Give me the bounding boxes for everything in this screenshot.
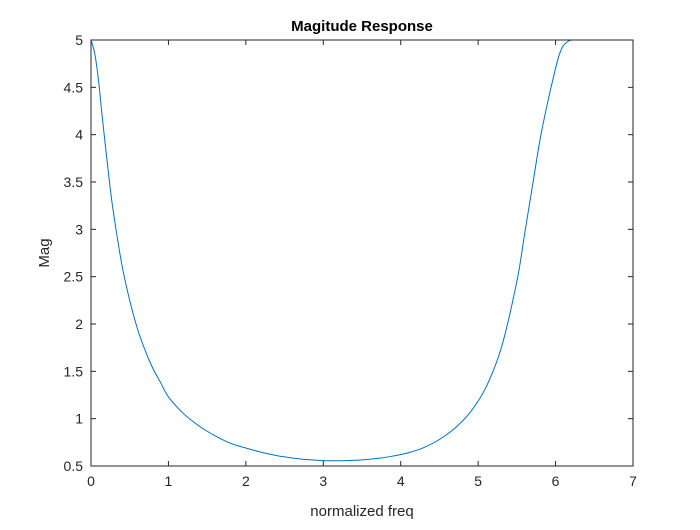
- y-tick-label: 3.5: [64, 174, 84, 190]
- y-tick-label: 1: [75, 411, 83, 427]
- y-tick-label: 2.5: [64, 269, 84, 285]
- series-line: [91, 40, 578, 462]
- x-tick-label: 1: [165, 473, 173, 489]
- x-tick-label: 5: [474, 473, 482, 489]
- y-tick-label: 2: [75, 316, 83, 332]
- axis-ticks: 0 1 2 3 4 5 6 7 0.5 1 1.5 2 2.5 3 3.5 4 4.5 5: [64, 32, 638, 489]
- x-tick-label: 7: [629, 473, 637, 489]
- x-tick-label: 4: [397, 473, 405, 489]
- y-tick-label: 3: [75, 221, 83, 237]
- y-tick-label: 4: [75, 127, 83, 143]
- chart-title: Magitude Response: [291, 18, 433, 35]
- y-tick-label: 0.5: [64, 458, 84, 474]
- y-tick-label: 1.5: [64, 363, 84, 379]
- x-tick-label: 0: [87, 473, 95, 489]
- x-tick-label: 2: [242, 473, 250, 489]
- x-tick-label: 3: [319, 473, 327, 489]
- y-axis-label: Mag: [36, 238, 53, 267]
- plot-frame: [90, 39, 634, 467]
- plot-area: [91, 40, 633, 466]
- x-axis-label: normalized freq: [310, 503, 413, 520]
- y-tick-label: 4.5: [64, 79, 84, 95]
- y-tick-label: 5: [75, 32, 83, 48]
- plot-marks: [91, 40, 578, 462]
- x-tick-label: 6: [552, 473, 560, 489]
